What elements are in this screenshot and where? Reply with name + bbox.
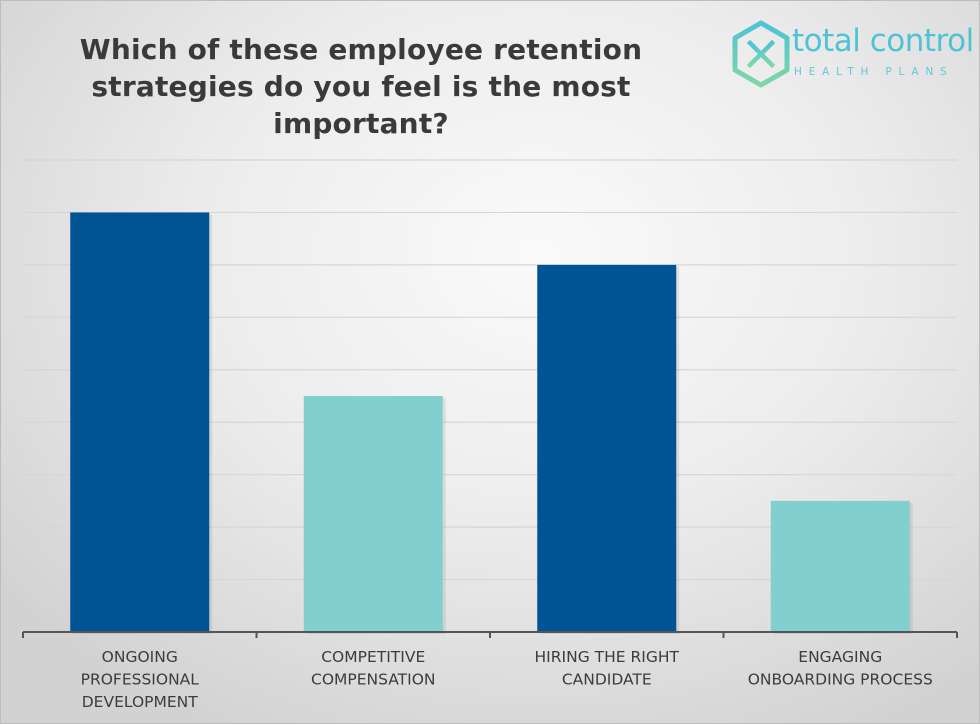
x-tick-label: ENGAGING ONBOARDING PROCESS	[748, 648, 933, 689]
x-tick-label-line: ENGAGING	[798, 648, 882, 666]
bar	[70, 212, 210, 632]
x-tick-label-line: HIRING THE RIGHT	[535, 648, 680, 666]
x-tick-label: ONGOING PROFESSIONAL DEVELOPMENT	[81, 648, 200, 711]
x-tick-label-line: COMPETITIVE	[321, 648, 425, 666]
logo-hexagon-icon	[732, 20, 790, 88]
logo-name: total control	[792, 23, 974, 59]
x-tick-label-line: PROFESSIONAL	[81, 671, 200, 689]
bar	[770, 500, 910, 632]
bar	[303, 396, 443, 632]
x-tick-label-line: DEVELOPMENT	[82, 693, 199, 711]
x-tick-label: COMPETITIVE COMPENSATION	[311, 648, 436, 689]
x-tick-label: HIRING THE RIGHT CANDIDATE	[535, 648, 680, 689]
x-tick-label-line: COMPENSATION	[311, 671, 436, 689]
x-tick-label-line: ONGOING	[102, 648, 178, 666]
logo-tagline: HEALTH PLANS	[794, 66, 954, 78]
logo: total control HEALTH PLANS	[729, 19, 974, 89]
x-tick-label-line: ONBOARDING PROCESS	[748, 671, 933, 689]
bar	[537, 264, 677, 632]
x-tick-label-line: CANDIDATE	[562, 671, 652, 689]
chart-title: Which of these employee retention strate…	[79, 33, 643, 140]
